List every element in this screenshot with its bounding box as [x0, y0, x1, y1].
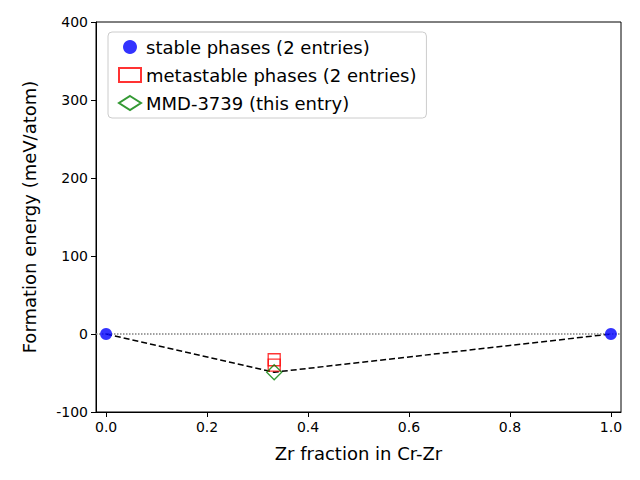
svg-text:100: 100: [61, 248, 88, 264]
svg-text:1.0: 1.0: [600, 419, 622, 435]
svg-text:MMD-3739 (this entry): MMD-3739 (this entry): [146, 93, 349, 114]
svg-text:-100: -100: [56, 404, 88, 420]
svg-text:Zr fraction in Cr-Zr: Zr fraction in Cr-Zr: [275, 443, 443, 464]
svg-text:200: 200: [61, 170, 88, 186]
svg-text:300: 300: [61, 92, 88, 108]
svg-text:stable phases (2 entries): stable phases (2 entries): [146, 37, 370, 58]
svg-text:400: 400: [61, 14, 88, 30]
svg-text:0.4: 0.4: [297, 419, 319, 435]
svg-text:0.2: 0.2: [196, 419, 218, 435]
svg-text:0.0: 0.0: [95, 419, 117, 435]
svg-text:0.6: 0.6: [398, 419, 420, 435]
svg-text:Formation energy (meV/atom): Formation energy (meV/atom): [19, 81, 40, 354]
svg-text:0.8: 0.8: [499, 419, 521, 435]
svg-text:0: 0: [79, 326, 88, 342]
svg-text:metastable phases (2 entries): metastable phases (2 entries): [146, 65, 416, 86]
